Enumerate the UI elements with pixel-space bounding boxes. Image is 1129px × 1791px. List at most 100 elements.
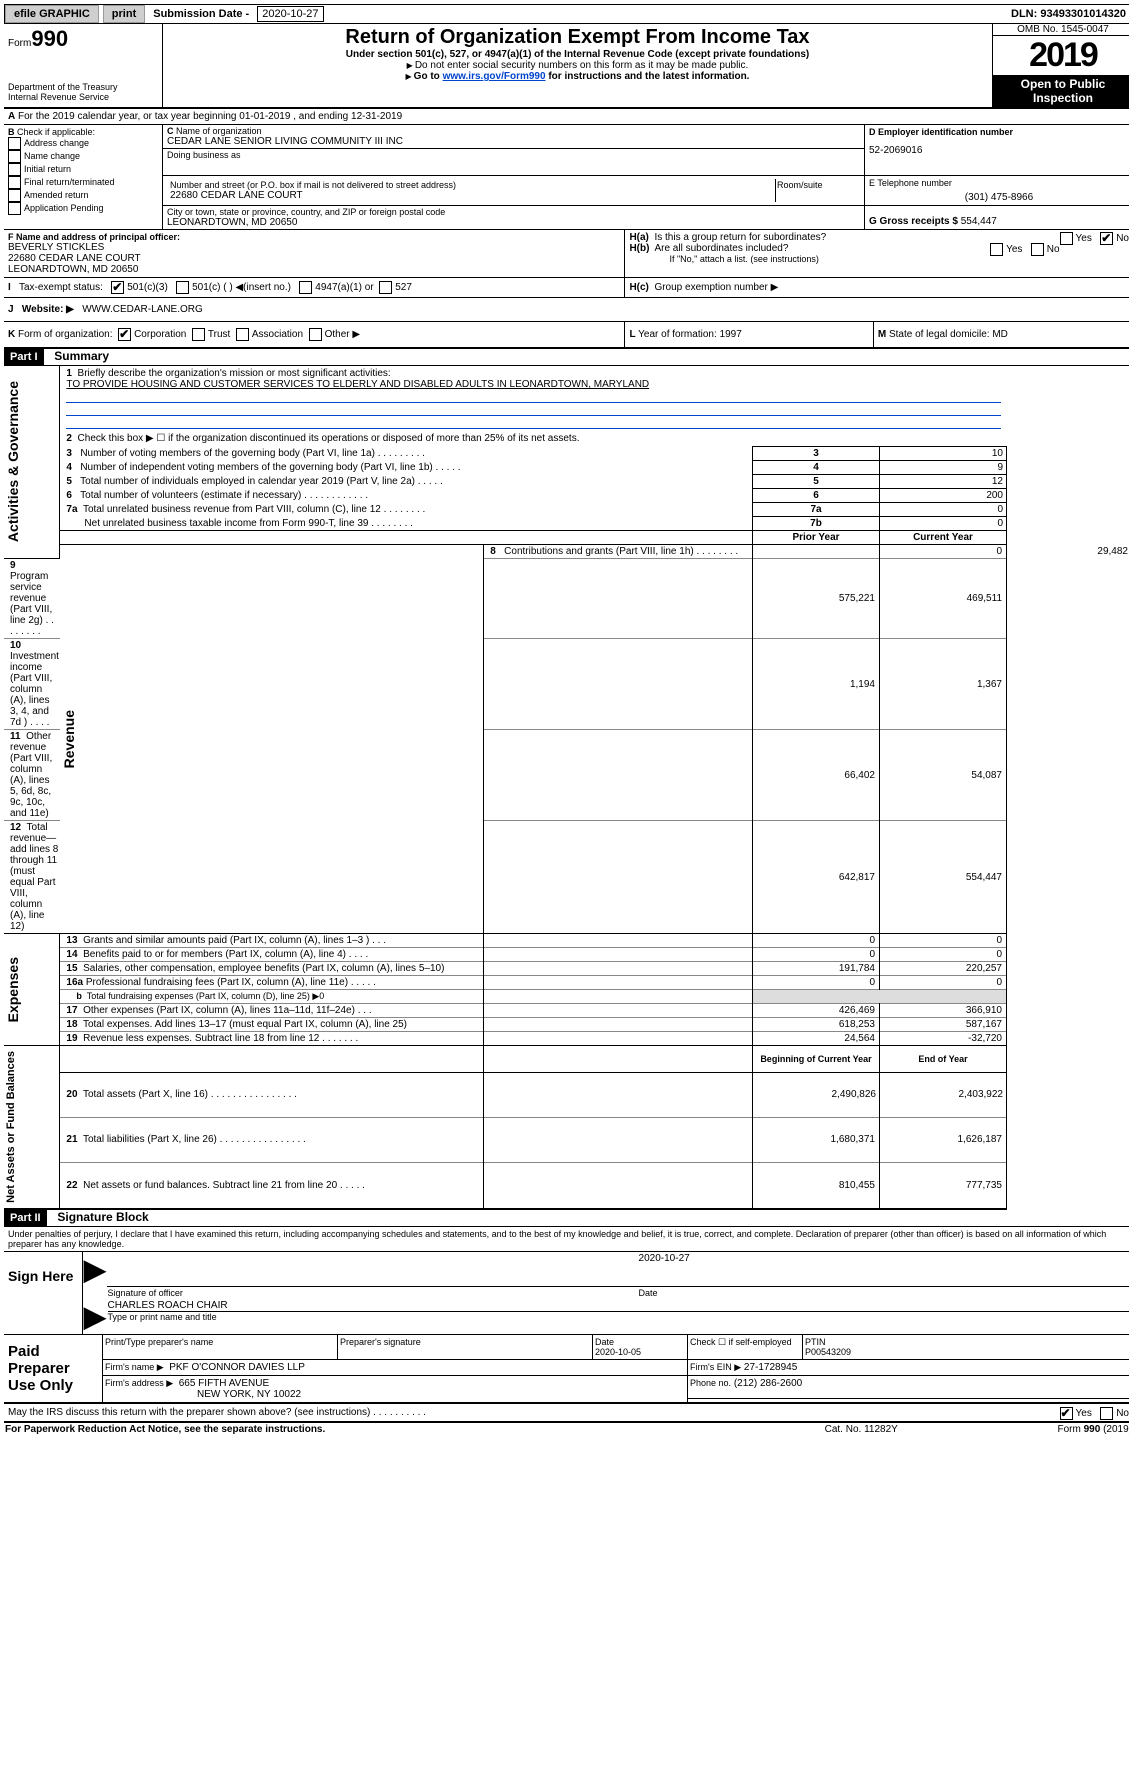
gov6-val: 200	[880, 489, 1007, 503]
officer-group-block: F Name and address of principal officer:…	[4, 230, 1129, 278]
officer-name: BEVERLY STICKLES	[8, 242, 620, 253]
officer-addr2: LEONARDTOWN, MD 20650	[8, 264, 620, 275]
vlabel-netassets: Net Assets or Fund Balances	[5, 1047, 17, 1207]
rev10-py: 1,194	[753, 639, 880, 730]
dba-label: Doing business as	[167, 150, 860, 160]
gov6-label: Total number of volunteers (estimate if …	[80, 490, 301, 501]
exp15-py: 191,784	[753, 962, 880, 976]
gov5-val: 12	[880, 475, 1007, 489]
box-j-label: Website: ▶	[22, 304, 74, 315]
gov4-val: 9	[880, 461, 1007, 475]
chk-4947[interactable]	[299, 281, 312, 294]
gov7b-label: Net unrelated business taxable income fr…	[84, 518, 368, 529]
note-ssn: Do not enter social security numbers on …	[415, 60, 748, 71]
firm-addr1: 665 FIFTH AVENUE	[179, 1378, 269, 1389]
chk-assoc[interactable]	[236, 328, 249, 341]
rev11-py: 66,402	[753, 730, 880, 821]
exp15-cy: 220,257	[880, 962, 1007, 976]
box-i-label: Tax-exempt status:	[19, 282, 103, 293]
chk-other[interactable]	[309, 328, 322, 341]
ha-no[interactable]	[1100, 232, 1113, 245]
chk-501c[interactable]	[176, 281, 189, 294]
discuss-no[interactable]	[1100, 1407, 1113, 1420]
exp13-label: Grants and similar amounts paid (Part IX…	[83, 935, 369, 946]
gov3-val: 10	[880, 447, 1007, 461]
chk-final-return[interactable]	[8, 176, 21, 189]
exp14-cy: 0	[880, 948, 1007, 962]
box-b-label: Check if applicable:	[17, 127, 95, 137]
firm-name: PKF O'CONNOR DAVIES LLP	[169, 1362, 305, 1373]
rev10-label: Investment income (Part VIII, column (A)…	[10, 651, 59, 728]
sig-arrow-icon: ▶	[84, 1254, 106, 1285]
ein-value: 52-2069016	[869, 145, 1129, 156]
omb-number: OMB No. 1545-0047	[993, 24, 1129, 36]
pra-notice: For Paperwork Reduction Act Notice, see …	[5, 1424, 325, 1435]
chk-app-pending[interactable]	[8, 202, 21, 215]
addr-label: Number and street (or P.O. box if mail i…	[170, 180, 772, 190]
city-label: City or town, state or province, country…	[167, 207, 860, 217]
firm-addr-label: Firm's address ▶	[105, 1378, 173, 1388]
note-goto-post: for instructions and the latest informat…	[546, 71, 750, 82]
gov5-label: Total number of individuals employed in …	[80, 476, 415, 487]
room-suite-label: Room/suite	[775, 179, 858, 202]
rev8-label: Contributions and grants (Part VIII, lin…	[504, 546, 694, 557]
part1-header: Part I Summary	[4, 349, 1129, 366]
chk-name-change[interactable]	[8, 150, 21, 163]
sig-arrow-icon-2: ▶	[84, 1301, 106, 1332]
rev12-py: 642,817	[753, 821, 880, 934]
firm-name-label: Firm's name ▶	[105, 1362, 164, 1372]
exp16a-py: 0	[753, 976, 880, 990]
sig-officer-label: Signature of officer	[108, 1288, 183, 1298]
net20-label: Total assets (Part X, line 16)	[83, 1089, 208, 1100]
irs-link[interactable]: www.irs.gov/Form990	[443, 71, 546, 82]
discuss-yes[interactable]	[1060, 1407, 1073, 1420]
part2-title: Signature Block	[49, 1210, 148, 1224]
efile-button[interactable]: efile GRAPHIC	[5, 5, 99, 23]
form-prefix: Form	[8, 38, 31, 49]
ptin-label: PTIN	[805, 1337, 826, 1347]
rev8-py: 0	[880, 545, 1007, 559]
chk-address-change[interactable]	[8, 137, 21, 150]
chk-527[interactable]	[379, 281, 392, 294]
chk-amended[interactable]	[8, 189, 21, 202]
gov4-label: Number of independent voting members of …	[80, 462, 432, 473]
sign-here-block: Sign Here ▶ 2020-10-27 Signature of offi…	[4, 1252, 1129, 1336]
exp14-label: Benefits paid to or for members (Part IX…	[83, 949, 346, 960]
part2-tag: Part II	[4, 1210, 47, 1226]
net22-cy: 777,735	[880, 1162, 1007, 1209]
hb-no[interactable]	[1031, 243, 1044, 256]
dept-irs: Internal Revenue Service	[8, 92, 158, 102]
l1-label: Briefly describe the organization's miss…	[78, 368, 391, 379]
city-value: LEONARDTOWN, MD 20650	[167, 217, 860, 228]
dept-treasury: Department of the Treasury	[8, 82, 158, 92]
exp17-py: 426,469	[753, 1004, 880, 1018]
page-footer: For Paperwork Reduction Act Notice, see …	[4, 1423, 1129, 1436]
officer-addr1: 22680 CEDAR LANE COURT	[8, 253, 620, 264]
form-title: Return of Organization Exempt From Incom…	[165, 26, 990, 49]
print-button[interactable]: print	[103, 5, 145, 23]
chk-initial-return[interactable]	[8, 163, 21, 176]
rev12-label: Total revenue—add lines 8 through 11 (mu…	[10, 822, 58, 932]
chk-corp[interactable]	[118, 328, 131, 341]
exp16a-label: Professional fundraising fees (Part IX, …	[86, 977, 348, 988]
gov7a-val: 0	[880, 503, 1007, 517]
net21-label: Total liabilities (Part X, line 26)	[83, 1134, 217, 1145]
ha-label: Is this a group return for subordinates?	[654, 232, 826, 243]
gov3-label: Number of voting members of the governin…	[80, 448, 375, 459]
col-boy: Beginning of Current Year	[753, 1046, 880, 1073]
website-row: J Website: ▶ WWW.CEDAR-LANE.ORG	[4, 298, 1129, 322]
sig-date: 2020-10-27	[639, 1253, 690, 1264]
rev9-cy: 469,511	[880, 559, 1007, 639]
note-goto-pre: Go to	[414, 71, 443, 82]
paid-preparer-block: Paid Preparer Use Only Print/Type prepar…	[4, 1335, 1129, 1404]
chk-501c3[interactable]	[111, 281, 124, 294]
part1-tag: Part I	[4, 349, 44, 365]
phone-label: E Telephone number	[869, 178, 1129, 188]
hb-yes[interactable]	[990, 243, 1003, 256]
ha-yes[interactable]	[1060, 232, 1073, 245]
check-self-employed: Check ☐ if self-employed	[688, 1335, 803, 1360]
date-label: Date	[639, 1288, 658, 1298]
chk-trust[interactable]	[192, 328, 205, 341]
firm-addr2: NEW YORK, NY 10022	[105, 1389, 301, 1400]
mission-text: TO PROVIDE HOUSING AND CUSTOMER SERVICES…	[66, 379, 649, 390]
